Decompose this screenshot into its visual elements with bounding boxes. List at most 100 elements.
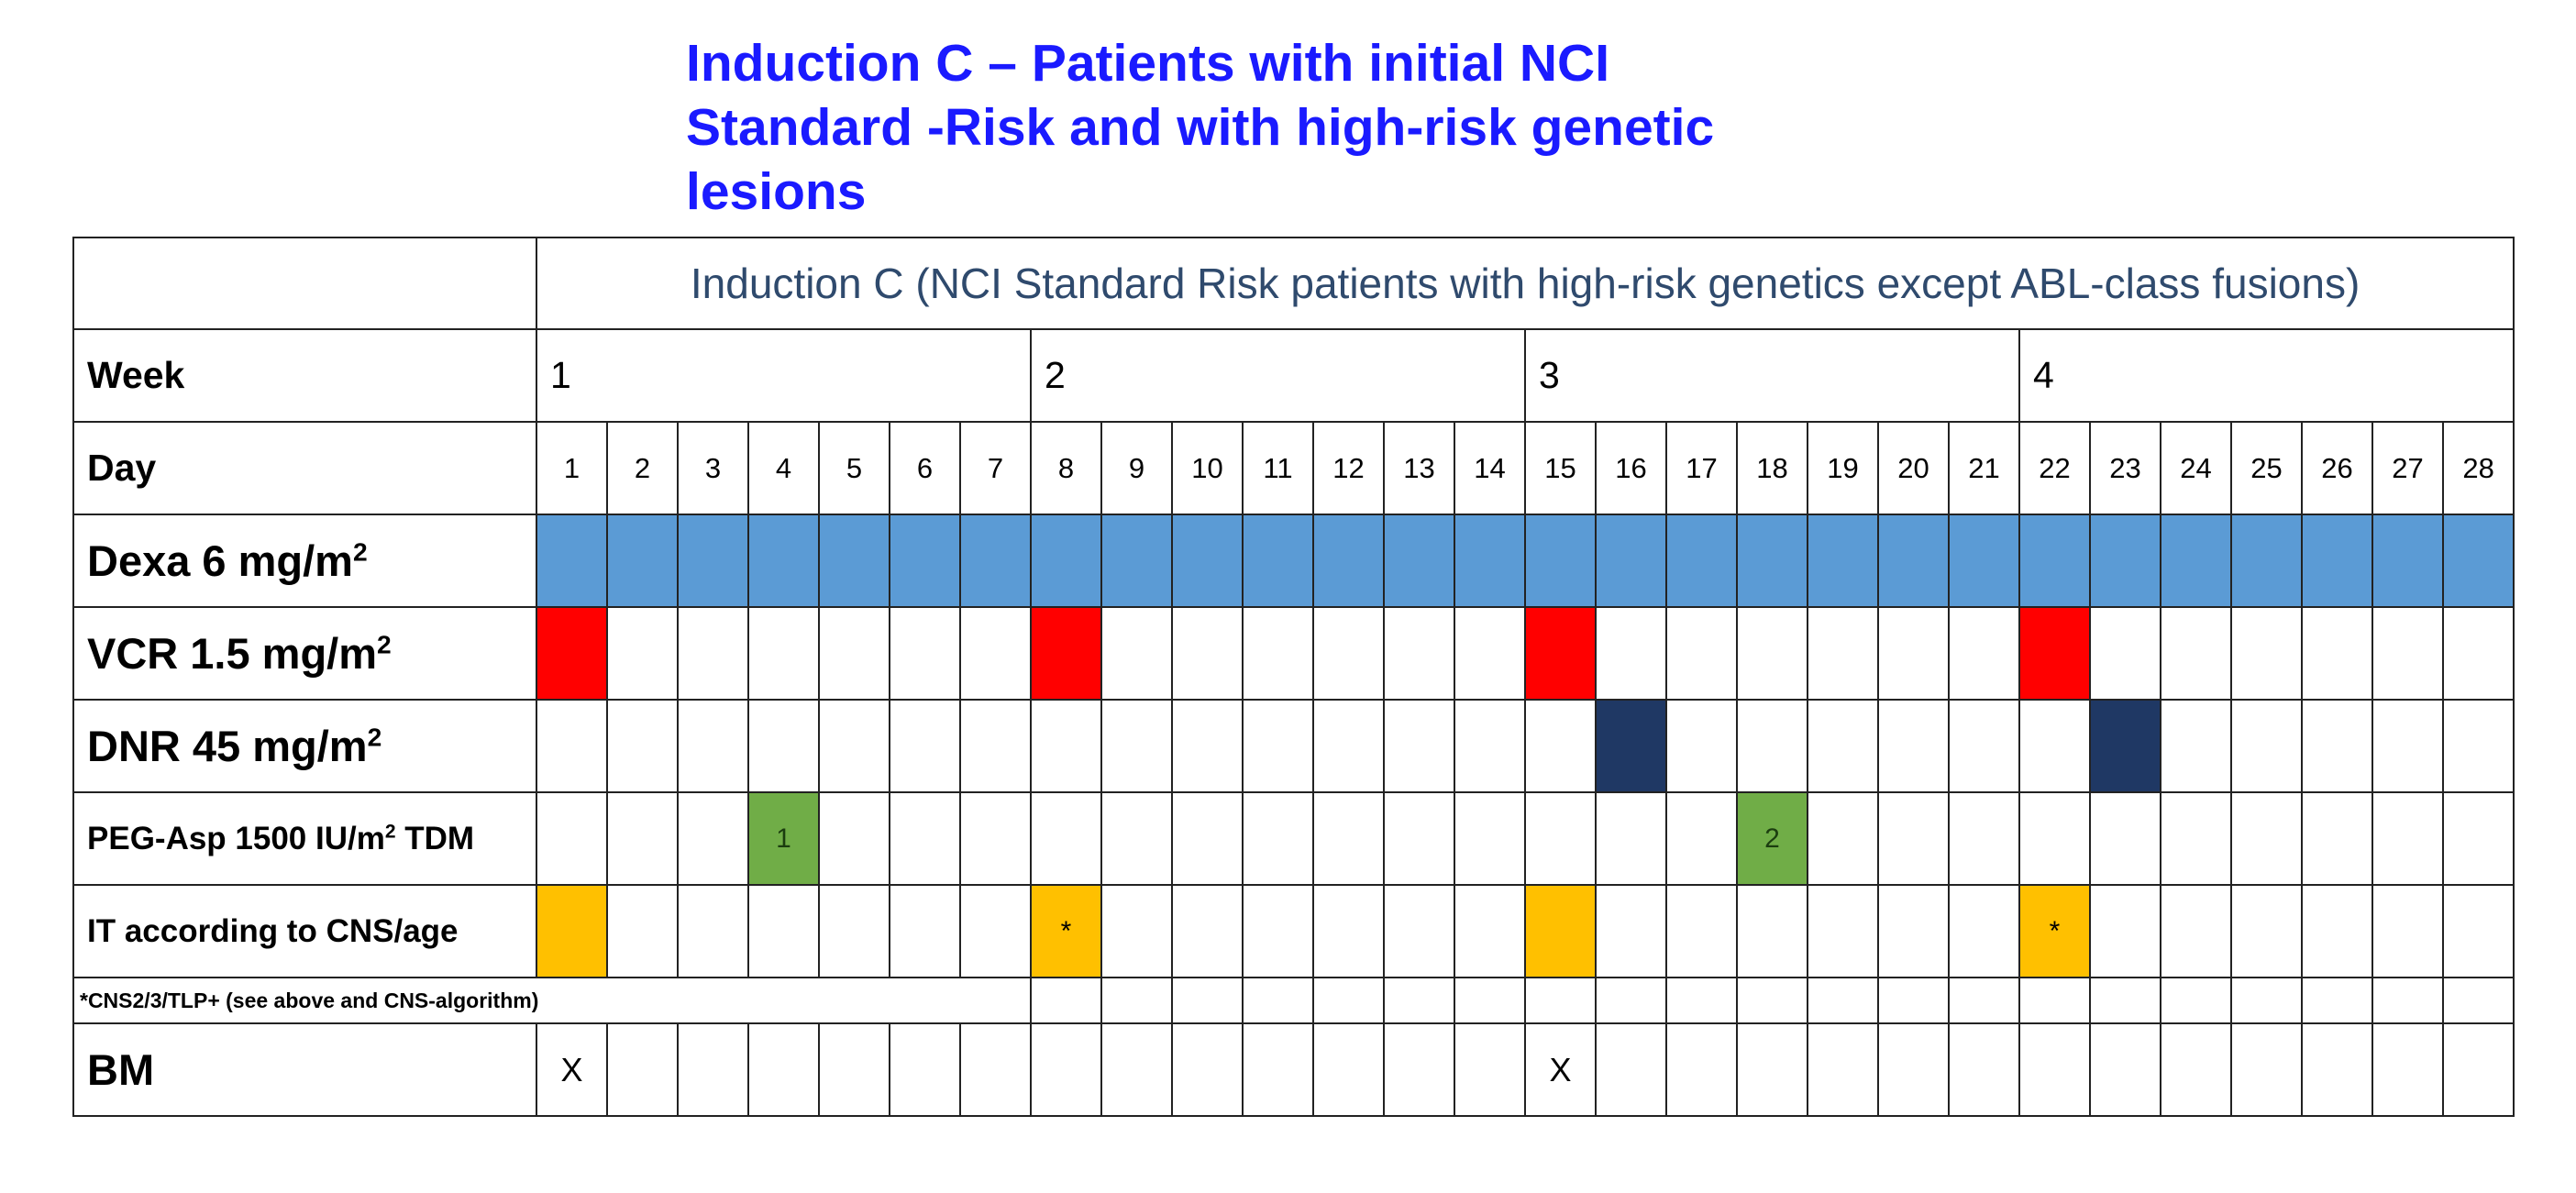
dexa-day-7 xyxy=(959,514,1032,608)
peg-day-25 xyxy=(2230,791,2303,886)
dexa-label-text: Dexa 6 mg/m xyxy=(87,536,353,585)
bm-day-19 xyxy=(1807,1022,1879,1117)
peg-label-text: PEG-Asp 1500 IU/m xyxy=(87,820,385,856)
dnr-day-6 xyxy=(889,699,961,793)
dnr-day-17 xyxy=(1665,699,1738,793)
peg-day-20 xyxy=(1877,791,1950,886)
dexa-day-2 xyxy=(606,514,679,608)
bm-day-21 xyxy=(1948,1022,2020,1117)
dnr-day-26 xyxy=(2301,699,2373,793)
title-line-2: Standard -Risk and with high-risk geneti… xyxy=(686,98,1715,157)
dnr-day-15 xyxy=(1524,699,1597,793)
peg-day-14 xyxy=(1454,791,1526,886)
it-day-6 xyxy=(889,884,961,978)
note-day-11 xyxy=(1242,977,1314,1024)
vcr-day-18 xyxy=(1736,606,1808,701)
it-label: IT according to CNS/age xyxy=(72,884,537,978)
vcr-day-24 xyxy=(2160,606,2232,701)
bm-day-17 xyxy=(1665,1022,1738,1117)
dexa-day-1 xyxy=(536,514,608,608)
dexa-day-6 xyxy=(889,514,961,608)
vcr-day-1 xyxy=(536,606,608,701)
bm-day-13 xyxy=(1383,1022,1455,1117)
it-label-text: IT according to CNS/age xyxy=(87,912,459,949)
dexa-day-18 xyxy=(1736,514,1808,608)
it-day-13 xyxy=(1383,884,1455,978)
dnr-day-11 xyxy=(1242,699,1314,793)
vcr-day-7 xyxy=(959,606,1032,701)
vcr-label-sup: 2 xyxy=(377,629,392,659)
vcr-day-2 xyxy=(606,606,679,701)
day-19: 19 xyxy=(1807,421,1879,515)
dnr-label-sup: 2 xyxy=(367,722,382,752)
peg-day-18: 2 xyxy=(1736,791,1808,886)
dnr-day-3 xyxy=(677,699,749,793)
it-day-9 xyxy=(1100,884,1173,978)
peg-day-16 xyxy=(1595,791,1667,886)
dexa-day-10 xyxy=(1171,514,1244,608)
dexa-day-26 xyxy=(2301,514,2373,608)
it-day-27 xyxy=(2371,884,2444,978)
note-day-9 xyxy=(1100,977,1173,1024)
day-17: 17 xyxy=(1665,421,1738,515)
it-day-22: * xyxy=(2018,884,2091,978)
it-day-18 xyxy=(1736,884,1808,978)
bm-day-11 xyxy=(1242,1022,1314,1117)
title-line-1: Induction C – Patients with initial NCI xyxy=(686,34,1610,93)
dnr-day-24 xyxy=(2160,699,2232,793)
bm-day-9 xyxy=(1100,1022,1173,1117)
peg-day-4: 1 xyxy=(747,791,820,886)
bm-day-15: X xyxy=(1524,1022,1597,1117)
dnr-day-2 xyxy=(606,699,679,793)
bm-day-7 xyxy=(959,1022,1032,1117)
peg-day-19 xyxy=(1807,791,1879,886)
week-1: 1 xyxy=(536,328,1032,423)
peg-day-23 xyxy=(2089,791,2161,886)
vcr-day-13 xyxy=(1383,606,1455,701)
dexa-day-27 xyxy=(2371,514,2444,608)
note-day-8 xyxy=(1030,977,1102,1024)
peg-day-17 xyxy=(1665,791,1738,886)
it-day-23 xyxy=(2089,884,2161,978)
vcr-day-11 xyxy=(1242,606,1314,701)
peg-day-3 xyxy=(677,791,749,886)
week-row: Week 1 2 3 4 xyxy=(72,328,2515,423)
vcr-day-28 xyxy=(2441,606,2515,701)
day-25: 25 xyxy=(2230,421,2303,515)
peg-day-11 xyxy=(1242,791,1314,886)
dexa-day-13 xyxy=(1383,514,1455,608)
note-day-26 xyxy=(2301,977,2373,1024)
cns-footnote: *CNS2/3/TLP+ (see above and CNS-algorith… xyxy=(72,977,1032,1024)
vcr-day-17 xyxy=(1665,606,1738,701)
dnr-day-12 xyxy=(1312,699,1385,793)
vcr-day-26 xyxy=(2301,606,2373,701)
vcr-day-25 xyxy=(2230,606,2303,701)
header-row: Induction C (NCI Standard Risk patients … xyxy=(72,237,2515,330)
day-9: 9 xyxy=(1100,421,1173,515)
it-day-24 xyxy=(2160,884,2232,978)
dnr-row: DNR 45 mg/m2 xyxy=(72,699,2515,793)
it-day-3 xyxy=(677,884,749,978)
week-label: Week xyxy=(72,328,537,423)
dexa-day-12 xyxy=(1312,514,1385,608)
vcr-day-4 xyxy=(747,606,820,701)
dexa-day-14 xyxy=(1454,514,1526,608)
vcr-day-20 xyxy=(1877,606,1950,701)
vcr-day-16 xyxy=(1595,606,1667,701)
note-day-23 xyxy=(2089,977,2161,1024)
peg-day-8 xyxy=(1030,791,1102,886)
bm-day-14 xyxy=(1454,1022,1526,1117)
dnr-day-7 xyxy=(959,699,1032,793)
dnr-day-27 xyxy=(2371,699,2444,793)
dnr-day-8 xyxy=(1030,699,1102,793)
dexa-day-22 xyxy=(2018,514,2091,608)
day-6: 6 xyxy=(889,421,961,515)
day-8: 8 xyxy=(1030,421,1102,515)
peg-day-5 xyxy=(818,791,890,886)
bm-day-2 xyxy=(606,1022,679,1117)
day-21: 21 xyxy=(1948,421,2020,515)
peg-day-13 xyxy=(1383,791,1455,886)
it-day-4 xyxy=(747,884,820,978)
dnr-day-4 xyxy=(747,699,820,793)
vcr-label-text: VCR 1.5 mg/m xyxy=(87,629,378,678)
